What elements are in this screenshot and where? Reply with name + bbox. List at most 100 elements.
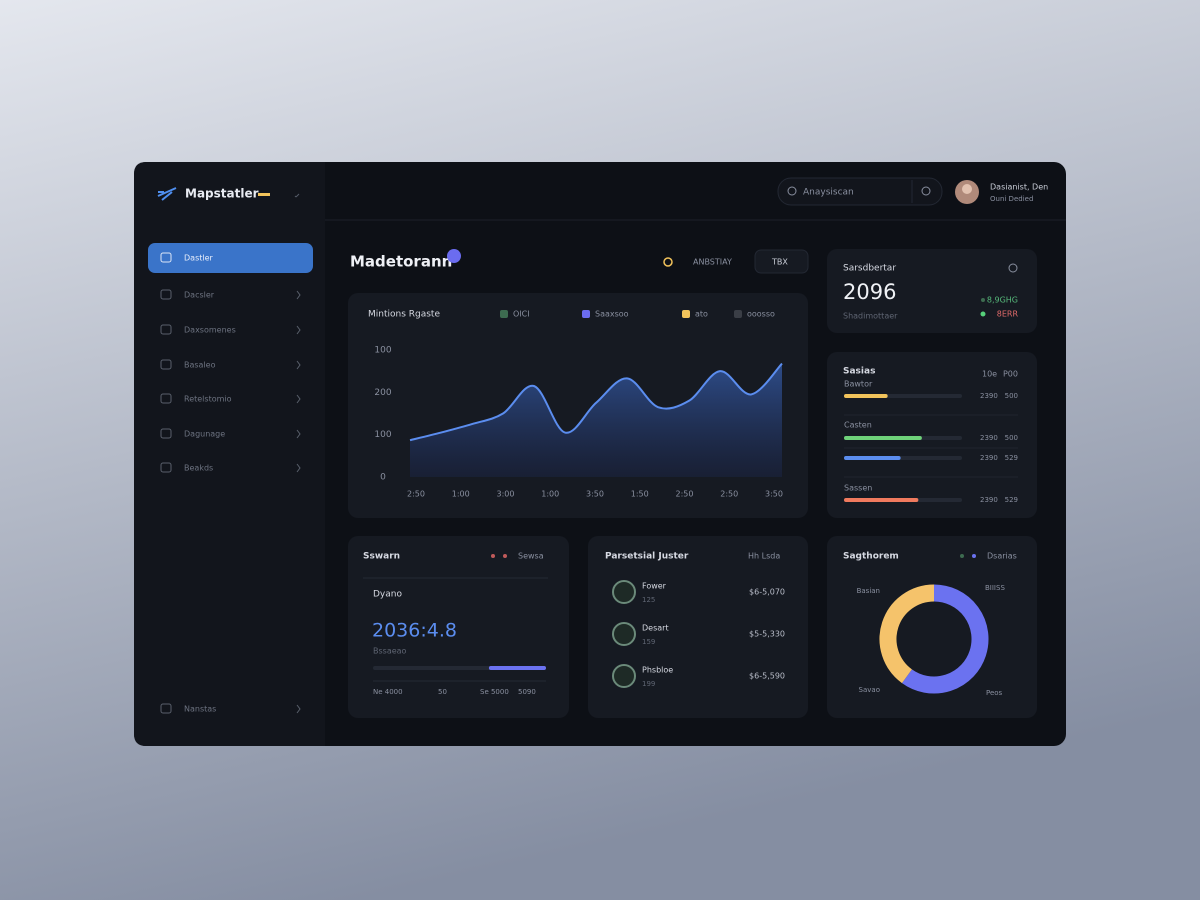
nav-chevron[interactable] <box>296 325 301 335</box>
item-amount: $5-5,330 <box>749 630 785 639</box>
nav-icon <box>160 359 172 370</box>
nav-chevron[interactable] <box>296 360 301 370</box>
summary-sub: Bssaeao <box>373 647 407 656</box>
area <box>410 363 782 477</box>
progress-fill <box>844 436 922 440</box>
nav-item: Basaleo <box>184 361 216 370</box>
legend-label: ato <box>695 310 708 319</box>
donut-label: Peos <box>986 689 1003 697</box>
nav-footer: Nanstas <box>184 705 216 714</box>
legend-swatch <box>682 310 690 318</box>
nav-chevron[interactable] <box>296 290 301 300</box>
row-value: 500 <box>1005 434 1018 442</box>
summary-footer: 50 <box>438 688 447 696</box>
user-role: Ouni Dedied <box>990 195 1033 203</box>
search-box[interactable] <box>777 177 943 206</box>
nav-chevron[interactable] <box>296 463 301 473</box>
legend-dot <box>503 554 507 558</box>
y-label: 100 <box>374 346 391 356</box>
nav-chevron[interactable] <box>296 429 301 439</box>
donut-legend: Dsarias <box>987 552 1017 561</box>
search-placeholder: Anaysiscan <box>803 188 854 198</box>
nav-icon <box>160 428 172 439</box>
donut-card <box>827 536 1037 718</box>
donut-segment <box>901 584 989 694</box>
x-label: 2:50 <box>720 490 738 499</box>
x-label: 2:50 <box>676 490 694 499</box>
x-label: 1:50 <box>631 490 649 499</box>
donut-label: Basian <box>857 587 880 595</box>
list-card <box>588 536 808 718</box>
summary-label: Dyano <box>373 590 402 600</box>
notification-icon[interactable] <box>921 186 931 196</box>
nav-item: Dacsler <box>184 291 215 300</box>
progress-fill <box>844 456 901 460</box>
up-dot <box>981 298 985 302</box>
x-label: 3:50 <box>586 490 604 499</box>
item-sub: 159 <box>642 638 655 646</box>
summary-title: Sswarn <box>363 552 400 562</box>
cards <box>348 249 1037 718</box>
x-label: 3:00 <box>497 490 515 499</box>
row-label: Sassen <box>844 484 872 493</box>
stat-icon <box>1008 263 1018 273</box>
nav-item: Dagunage <box>184 430 225 439</box>
legend-swatch <box>734 310 742 318</box>
user-name: Dasianist, Den <box>990 183 1048 192</box>
legend-dot <box>960 554 964 558</box>
nav-item: Retelstomio <box>184 395 232 404</box>
item-name: Phsbloe <box>642 666 673 675</box>
row-value: 2390 <box>980 434 998 442</box>
button[interactable] <box>754 249 809 274</box>
row-value: 529 <box>1005 496 1018 504</box>
filter[interactable]: ANBSTIAY <box>693 258 732 267</box>
row-label: Bawtor <box>844 380 873 389</box>
title-badge <box>447 249 461 263</box>
legend-swatch <box>500 310 508 318</box>
item-icon <box>612 580 636 604</box>
nav-item: Daxsomenes <box>184 326 236 335</box>
summary-card <box>348 536 569 718</box>
line <box>409 362 783 442</box>
item-icon <box>612 664 636 688</box>
summary-footer: 5090 <box>518 688 536 696</box>
nav-chevron[interactable] <box>296 394 301 404</box>
stat-sub: Shadimottaer <box>843 312 898 321</box>
y-label: 0 <box>380 473 386 483</box>
row-value: 529 <box>1005 454 1018 462</box>
list-right: Hh Lsda <box>748 552 780 561</box>
nav-chevron[interactable] <box>296 704 301 714</box>
progress-fill <box>844 394 888 398</box>
brand: Mapstatler <box>185 187 259 201</box>
progress-title: Sasias <box>843 367 875 377</box>
down-dot <box>980 311 986 317</box>
sidebar-active[interactable] <box>148 243 313 273</box>
item-sub: 125 <box>642 596 655 604</box>
donut-label: Savao <box>859 686 880 694</box>
donut-segment <box>879 584 935 684</box>
nav-icon <box>160 462 172 473</box>
donut-label: BIIISS <box>985 584 1005 592</box>
stat-down: 8ERR <box>997 310 1019 319</box>
progress-fill <box>488 666 546 670</box>
list-title: Parsetsial Juster <box>605 552 689 562</box>
collapse-icon[interactable] <box>294 193 300 198</box>
nav-icon <box>160 324 172 335</box>
nav-item: Dastler <box>184 254 214 263</box>
item-name: Fower <box>642 582 667 591</box>
brand-accent <box>258 193 270 196</box>
item-amount: $6-5,590 <box>749 672 785 681</box>
nav-item: Beakds <box>184 464 213 473</box>
item-icon <box>612 622 636 646</box>
search-icon <box>787 186 797 196</box>
sidebar <box>134 162 325 746</box>
row-value: 500 <box>1005 392 1018 400</box>
legend-swatch <box>582 310 590 318</box>
chart-title: Mintions Rgaste <box>368 310 440 320</box>
y-label: 200 <box>374 388 391 398</box>
x-label: 3:50 <box>765 490 783 499</box>
logo <box>157 187 177 201</box>
nav-icon <box>160 252 172 263</box>
progress-head: P00 <box>1003 370 1018 379</box>
